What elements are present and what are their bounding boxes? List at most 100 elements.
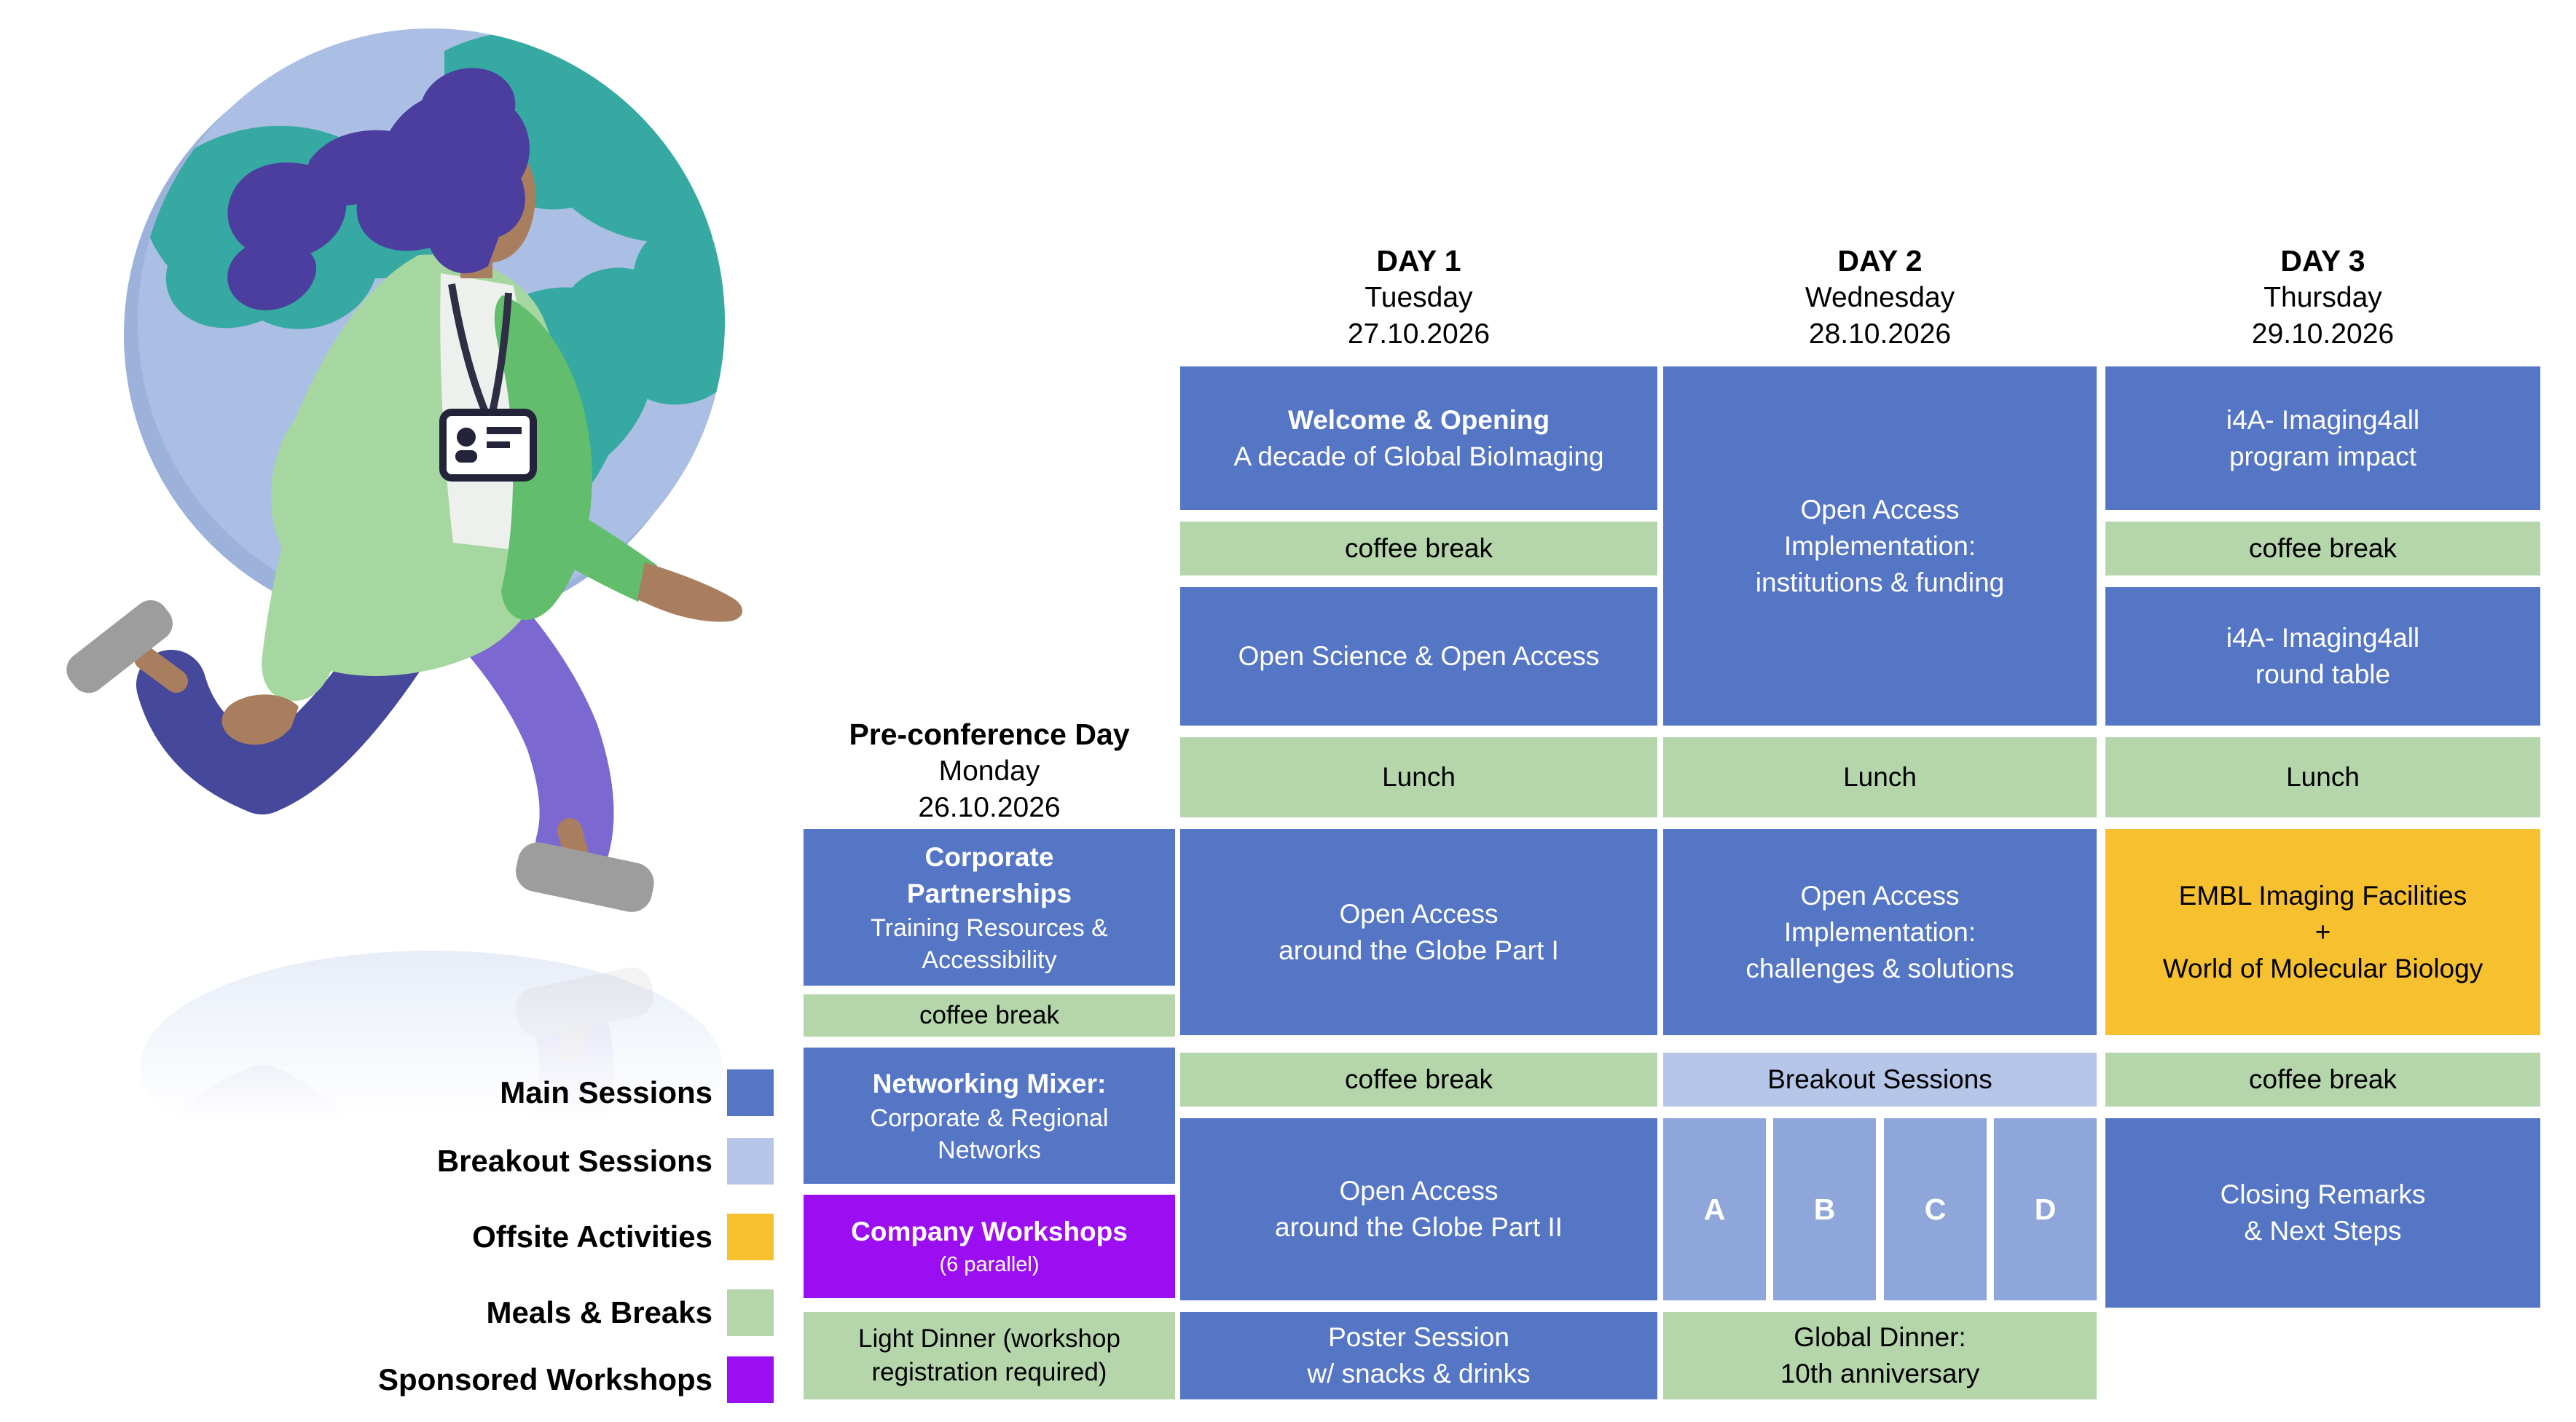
day1-title: DAY 1 bbox=[1376, 244, 1461, 278]
impl-funding-line2: Implementation: bbox=[1783, 530, 1976, 561]
cell-i4a-program-impact: i4A- Imaging4all program impact bbox=[2105, 366, 2540, 510]
id-badge-icon bbox=[439, 283, 537, 482]
legend-label-breakout-sessions: Breakout Sessions bbox=[436, 1144, 712, 1178]
cell-welcome-opening: Welcome & Opening A decade of Global Bio… bbox=[1180, 366, 1657, 510]
cell-poster-session: Poster Session w/ snacks & drinks bbox=[1180, 1312, 1657, 1399]
cell-open-access-impl-challenges: Open Access Implementation: challenges &… bbox=[1663, 829, 2097, 1035]
networking-sub-line1: Corporate & Regional bbox=[870, 1104, 1109, 1132]
lunch-label: Lunch bbox=[2286, 762, 2360, 792]
header-day3: DAY 3 Thursday 29.10.2026 bbox=[2105, 242, 2540, 353]
light-dinner-line2: registration required) bbox=[871, 1358, 1107, 1386]
preconf-title: Pre-conference Day bbox=[849, 718, 1130, 751]
cell-breakout-sessions-header: Breakout Sessions bbox=[1663, 1053, 2097, 1107]
legend-label-meals-breaks: Meals & Breaks bbox=[486, 1295, 712, 1329]
globe-part1-line1: Open Access bbox=[1339, 898, 1499, 929]
legend-label-main-sessions: Main Sessions bbox=[500, 1075, 712, 1109]
company-workshops-title: Company Workshops bbox=[851, 1217, 1128, 1246]
left-hand bbox=[221, 694, 299, 745]
cell-light-dinner: Light Dinner (workshop registration requ… bbox=[804, 1312, 1175, 1399]
day2-title: DAY 2 bbox=[1837, 244, 1923, 278]
hair bbox=[227, 68, 530, 310]
poster-line1: Poster Session bbox=[1328, 1322, 1509, 1352]
cell-global-dinner: Global Dinner: 10th anniversary bbox=[1663, 1312, 2097, 1399]
cell-breakout-room-b: B bbox=[1773, 1118, 1876, 1300]
cell-day1-coffee-break-2: coffee break bbox=[1180, 1053, 1657, 1107]
lunch-label: Lunch bbox=[1843, 762, 1917, 792]
cell-day3-coffee-break-2: coffee break bbox=[2105, 1053, 2540, 1107]
company-workshops-sub: (6 parallel) bbox=[939, 1253, 1040, 1276]
impl-challenges-line3: challenges & solutions bbox=[1746, 953, 2014, 983]
header-day2: DAY 2 Wednesday 28.10.2026 bbox=[1663, 242, 2097, 353]
closing-line1: Closing Remarks bbox=[2220, 1179, 2426, 1209]
embl-line3: World of Molecular Biology bbox=[2162, 953, 2483, 983]
impl-challenges-line1: Open Access bbox=[1800, 880, 1960, 911]
cell-day3-lunch: Lunch bbox=[2105, 737, 2540, 817]
legend-label-offsite-activities: Offsite Activities bbox=[472, 1219, 712, 1254]
globe-part1-line2: around the Globe Part I bbox=[1279, 935, 1559, 965]
breakout-sessions-label: Breakout Sessions bbox=[1767, 1064, 1992, 1094]
right-hand bbox=[637, 562, 742, 622]
cell-day1-coffee-break-1: coffee break bbox=[1180, 522, 1657, 576]
globe-part2-line1: Open Access bbox=[1339, 1176, 1499, 1206]
reflection-fade bbox=[22, 940, 787, 1129]
coffee-break-label: coffee break bbox=[2249, 1064, 2397, 1094]
cell-day1-lunch: Lunch bbox=[1180, 737, 1657, 817]
cell-open-access-globe-part2: Open Access around the Globe Part II bbox=[1180, 1118, 1657, 1300]
corporate-sub-line1: Training Resources & bbox=[871, 914, 1108, 942]
cell-corporate-partnerships: Corporate Partnerships Training Resource… bbox=[804, 829, 1175, 986]
welcome-title: Welcome & Opening bbox=[1287, 404, 1550, 435]
networking-title: Networking Mixer: bbox=[872, 1068, 1107, 1099]
global-dinner-line1: Global Dinner: bbox=[1794, 1322, 1966, 1352]
cell-preconf-coffee-break: coffee break bbox=[804, 994, 1175, 1037]
cell-day2-lunch: Lunch bbox=[1663, 737, 2097, 817]
cell-embl-offsite: EMBL Imaging Facilities + World of Molec… bbox=[2105, 829, 2540, 1035]
coffee-break-label: coffee break bbox=[1345, 533, 1493, 563]
day2-date: 28.10.2026 bbox=[1808, 318, 1952, 350]
embl-line2: + bbox=[2314, 916, 2331, 947]
open-science-label: Open Science & Open Access bbox=[1238, 641, 1600, 671]
cell-open-access-globe-part1: Open Access around the Globe Part I bbox=[1180, 829, 1657, 1035]
front-shoe bbox=[516, 842, 654, 912]
lunch-label: Lunch bbox=[1382, 762, 1456, 792]
i4a-round-line1: i4A- Imaging4all bbox=[2226, 623, 2420, 653]
cell-i4a-round-table: i4A- Imaging4all round table bbox=[2105, 587, 2540, 726]
impl-funding-line3: institutions & funding bbox=[1755, 567, 2005, 597]
breakout-room-b-label: B bbox=[1813, 1193, 1836, 1226]
cell-networking-mixer: Networking Mixer: Corporate & Regional N… bbox=[804, 1048, 1175, 1184]
poster-line2: w/ snacks & drinks bbox=[1307, 1359, 1531, 1388]
cell-open-science: Open Science & Open Access bbox=[1180, 587, 1657, 726]
back-shoe bbox=[66, 600, 173, 694]
welcome-subtitle: A decade of Global BioImaging bbox=[1233, 441, 1604, 471]
day2-weekday: Wednesday bbox=[1805, 282, 1955, 313]
corporate-sub-line2: Accessibility bbox=[922, 946, 1057, 974]
breakout-room-a-label: A bbox=[1703, 1193, 1726, 1226]
closing-line2: & Next Steps bbox=[2244, 1216, 2402, 1246]
day3-title: DAY 3 bbox=[2280, 244, 2365, 278]
day3-weekday: Thursday bbox=[2263, 282, 2382, 313]
breakout-room-c-label: C bbox=[1924, 1193, 1947, 1226]
header-day1: DAY 1 Tuesday 27.10.2026 bbox=[1180, 242, 1657, 353]
coffee-break-label: coffee break bbox=[919, 1001, 1059, 1029]
breakout-room-d-label: D bbox=[2034, 1193, 2057, 1226]
legend-swatch-breakout-sessions bbox=[727, 1138, 774, 1185]
legend-swatch-main-sessions bbox=[727, 1069, 774, 1116]
i4a-round-line2: round table bbox=[2255, 659, 2391, 689]
legend-swatch-sponsored-workshops bbox=[727, 1356, 774, 1403]
light-dinner-line1: Light Dinner (workshop bbox=[858, 1324, 1120, 1353]
cell-company-workshops: Company Workshops (6 parallel) bbox=[804, 1195, 1175, 1298]
legend-swatch-offsite-activities bbox=[727, 1214, 774, 1260]
i4a-impact-line2: program impact bbox=[2229, 441, 2417, 471]
coffee-break-label: coffee break bbox=[1345, 1064, 1493, 1094]
impl-challenges-line2: Implementation: bbox=[1783, 916, 1976, 947]
networking-sub-line2: Networks bbox=[938, 1136, 1041, 1164]
i4a-impact-line1: i4A- Imaging4all bbox=[2226, 404, 2420, 435]
global-dinner-line2: 10th anniversary bbox=[1780, 1359, 1980, 1388]
cell-open-access-impl-institutions: Open Access Implementation: institutions… bbox=[1663, 366, 2097, 726]
header-preconference-day: Pre-conference Day Monday 26.10.2026 bbox=[804, 715, 1175, 826]
corporate-title-line2: Partnerships bbox=[906, 878, 1072, 908]
legend-label-sponsored-workshops: Sponsored Workshops bbox=[378, 1362, 712, 1397]
preconf-weekday: Monday bbox=[938, 755, 1040, 787]
cell-breakout-room-c: C bbox=[1884, 1118, 1987, 1300]
impl-funding-line1: Open Access bbox=[1800, 494, 1960, 525]
